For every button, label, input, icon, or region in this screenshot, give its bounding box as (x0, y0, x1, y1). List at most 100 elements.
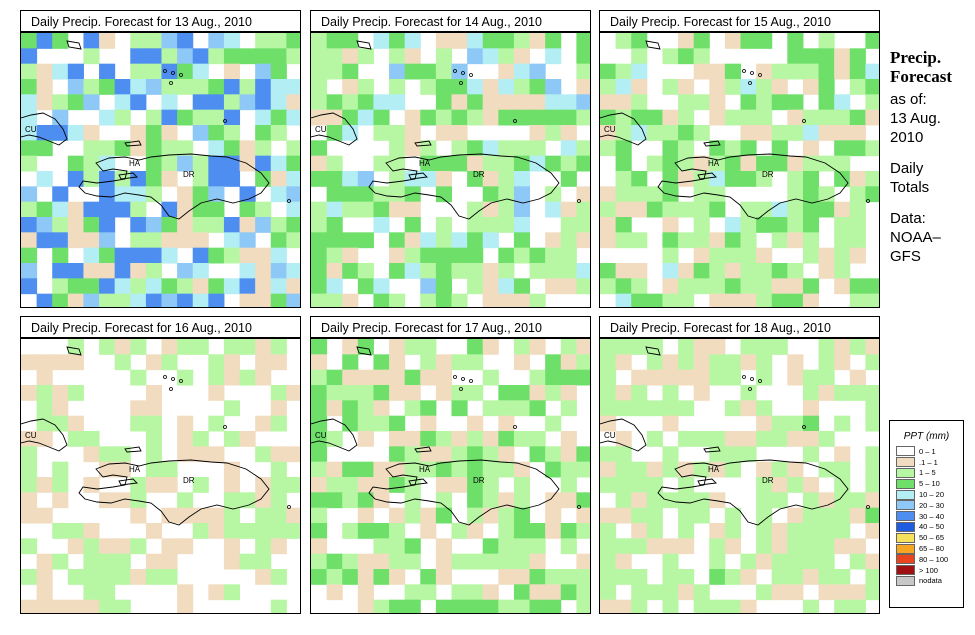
precip-map: CU HA DR (599, 32, 880, 308)
precip-cell (177, 369, 194, 386)
precip-cell (389, 94, 406, 111)
precip-cell (646, 431, 663, 447)
forecast-panel-18aug: Daily Precip. Forecast for 18 Aug., 2010… (599, 316, 880, 614)
precip-cell (83, 232, 100, 249)
coastline (66, 346, 82, 356)
precip-cell (576, 217, 590, 233)
legend-swatch (896, 565, 915, 576)
precip-cell (560, 278, 577, 295)
precip-cell (223, 217, 241, 233)
precip-cell (834, 415, 851, 432)
side-title-line1: Precip. (890, 48, 942, 67)
precip-cell (326, 584, 343, 601)
panel-title: Daily Precip. Forecast for 15 Aug., 2010 (599, 10, 880, 32)
precip-cell (223, 63, 241, 80)
precip-cell (286, 477, 300, 493)
precip-cell (631, 385, 648, 401)
precip-cell (420, 171, 437, 187)
precip-cell (724, 140, 741, 157)
precip-cell (482, 140, 499, 157)
precip-cell (662, 293, 679, 307)
precip-cell (724, 79, 741, 95)
precip-cell (36, 79, 53, 95)
precip-cell (404, 492, 421, 509)
precip-cell (83, 584, 100, 601)
precip-cell (834, 155, 851, 172)
precip-cell (130, 477, 147, 493)
precip-cell (545, 507, 562, 524)
precip-cell (615, 232, 632, 249)
precip-cell (576, 523, 590, 539)
precip-cell (114, 263, 131, 279)
precip-cell (802, 201, 820, 218)
precip-cell (114, 538, 131, 555)
precip-cell (818, 201, 835, 218)
precip-cell (724, 109, 741, 126)
precip-cell (498, 538, 515, 555)
daily-line2: Totals (890, 179, 930, 196)
precip-cell (239, 278, 256, 295)
precip-cell (130, 278, 147, 295)
precip-cell (342, 201, 359, 218)
precip-cell (311, 339, 328, 355)
precip-cell (802, 140, 820, 157)
precip-cell (787, 461, 804, 478)
legend-swatch (896, 543, 915, 554)
coastline (356, 40, 372, 50)
precip-cell (389, 538, 406, 555)
coastline (368, 459, 560, 526)
precip-cell (145, 247, 162, 264)
precip-cell (560, 400, 577, 417)
precip-cell (756, 584, 773, 601)
precip-cell (545, 79, 562, 95)
precip-cell (482, 538, 499, 555)
precip-cell (576, 584, 590, 601)
precip-cell (787, 584, 804, 601)
precip-cell (130, 63, 147, 80)
precip-cell (600, 263, 617, 279)
precip-cell (576, 109, 590, 126)
precip-cell (311, 247, 328, 264)
precip-cell (67, 339, 84, 355)
precip-cell (513, 140, 531, 157)
precip-cell (373, 538, 390, 555)
precip-cell (693, 461, 710, 478)
precip-cell (646, 155, 663, 172)
precip-cell (239, 263, 256, 279)
as-of-label: as of: (890, 91, 927, 108)
precip-cell (498, 171, 515, 187)
precip-cell (631, 339, 648, 355)
legend-item: 1 – 5 (890, 467, 963, 479)
precip-cell (130, 507, 147, 524)
precip-cell (36, 232, 53, 249)
precip-cell (756, 339, 773, 355)
small-island (750, 71, 754, 75)
precip-cell (36, 354, 53, 371)
precip-cell (615, 263, 632, 279)
precip-cell (740, 217, 757, 233)
legend-label: 10 – 20 (919, 490, 945, 500)
precip-cell (342, 232, 359, 249)
precip-cell (270, 125, 287, 141)
precip-cell (482, 477, 499, 493)
precip-cell (576, 278, 590, 295)
precip-cell (286, 48, 300, 65)
precip-cell (834, 446, 851, 463)
precip-cell (724, 569, 741, 585)
precip-cell (373, 94, 390, 111)
precip-cell (865, 109, 879, 126)
precip-cell (709, 140, 726, 157)
legend-swatch (896, 489, 915, 500)
precip-cell (223, 33, 241, 49)
precip-cell (529, 569, 546, 585)
small-island (513, 119, 517, 123)
precip-cell (662, 217, 679, 233)
precip-cell (435, 553, 452, 570)
precip-cell (326, 263, 343, 279)
precip-cell (357, 584, 374, 601)
precip-cell (208, 125, 225, 141)
precip-cell (67, 431, 84, 447)
precip-cell (451, 446, 468, 463)
data-line2: NOAA– (890, 229, 941, 246)
